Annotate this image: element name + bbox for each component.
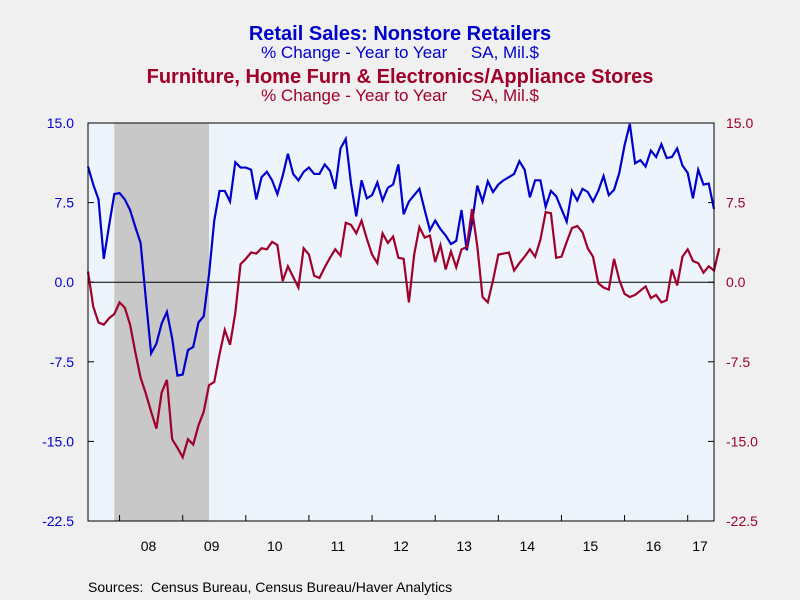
title-1: Retail Sales: Nonstore Retailers <box>249 23 551 45</box>
y-tick-label-left: 0.0 <box>55 274 75 290</box>
x-tick-label: 10 <box>267 538 283 554</box>
y-tick-label-right: 0.0 <box>726 274 746 290</box>
y-tick-label-right: 15.0 <box>726 115 753 131</box>
x-tick-label: 08 <box>141 538 157 554</box>
x-tick-label: 17 <box>692 538 708 554</box>
x-tick-label: 15 <box>583 538 599 554</box>
series-line-furniture <box>86 208 721 461</box>
subtitle-2: % Change - Year to Year SA, Mil.$ <box>261 86 539 105</box>
y-tick-label-right: -7.5 <box>726 354 750 370</box>
y-tick-label-left: 15.0 <box>47 115 74 131</box>
x-tick-label: 14 <box>519 538 535 554</box>
subtitle-1: % Change - Year to Year SA, Mil.$ <box>261 43 539 62</box>
y-tick-label-left: -22.5 <box>42 513 74 529</box>
x-tick-label: 12 <box>393 538 409 554</box>
y-tick-label-left: 7.5 <box>55 195 75 211</box>
plot-frame <box>87 122 715 522</box>
y-tick-label-right: -22.5 <box>726 513 758 529</box>
x-tick-label: 13 <box>456 538 472 554</box>
source-note: Sources: Census Bureau, Census Bureau/Ha… <box>88 579 452 595</box>
x-tick-label: 11 <box>331 538 346 554</box>
title-2: Furniture, Home Furn & Electronics/Appli… <box>147 66 654 88</box>
y-tick-label-right: -15.0 <box>726 433 758 449</box>
series-line-nonstore <box>86 123 716 377</box>
x-axis: 08 09 10 11 12 13 14 15 16 17 <box>119 515 708 554</box>
y-tick-label-left: -7.5 <box>50 354 74 370</box>
x-tick-label: 09 <box>204 538 220 554</box>
y-tick-label-left: -15.0 <box>42 433 74 449</box>
y-axis-left: 15.0 7.5 0.0 -7.5 -15.0 -22.5 <box>42 115 94 529</box>
y-axis-right: 15.0 7.5 0.0 -7.5 -15.0 -22.5 <box>708 115 758 529</box>
x-tick-label: 16 <box>646 538 662 554</box>
y-tick-label-right: 7.5 <box>726 195 746 211</box>
